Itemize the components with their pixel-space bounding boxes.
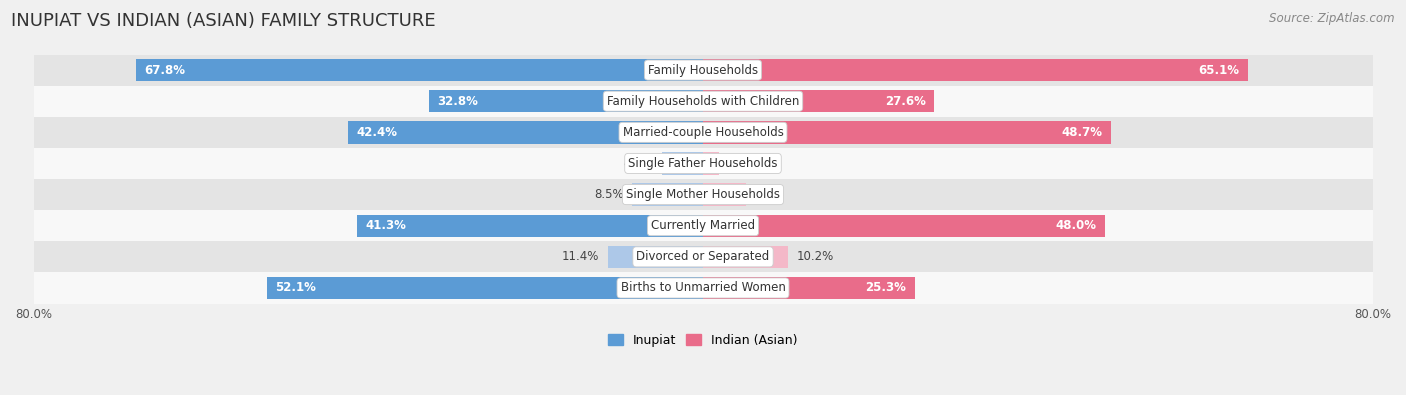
Bar bbox=[34, 241, 1372, 273]
Text: Source: ZipAtlas.com: Source: ZipAtlas.com bbox=[1270, 12, 1395, 25]
Bar bbox=[34, 210, 1372, 241]
Bar bbox=[34, 179, 1372, 210]
Text: 25.3%: 25.3% bbox=[866, 282, 907, 294]
Bar bbox=[703, 121, 1111, 143]
Bar bbox=[135, 59, 703, 81]
Text: Currently Married: Currently Married bbox=[651, 219, 755, 232]
Text: Single Mother Households: Single Mother Households bbox=[626, 188, 780, 201]
Bar bbox=[607, 246, 703, 268]
Text: INUPIAT VS INDIAN (ASIAN) FAMILY STRUCTURE: INUPIAT VS INDIAN (ASIAN) FAMILY STRUCTU… bbox=[11, 12, 436, 30]
Text: Births to Unmarried Women: Births to Unmarried Women bbox=[620, 282, 786, 294]
Text: Family Households with Children: Family Households with Children bbox=[607, 95, 799, 108]
Text: 11.4%: 11.4% bbox=[562, 250, 599, 263]
Text: 5.1%: 5.1% bbox=[754, 188, 783, 201]
Bar bbox=[703, 183, 745, 206]
Text: 67.8%: 67.8% bbox=[143, 64, 186, 77]
Text: 65.1%: 65.1% bbox=[1198, 64, 1240, 77]
Text: 4.9%: 4.9% bbox=[624, 157, 654, 170]
Bar bbox=[349, 121, 703, 143]
Legend: Inupiat, Indian (Asian): Inupiat, Indian (Asian) bbox=[603, 329, 803, 352]
Text: 1.9%: 1.9% bbox=[727, 157, 758, 170]
Bar bbox=[267, 277, 703, 299]
Bar bbox=[429, 90, 703, 113]
Text: 48.7%: 48.7% bbox=[1062, 126, 1102, 139]
Bar bbox=[703, 277, 915, 299]
Text: Single Father Households: Single Father Households bbox=[628, 157, 778, 170]
Bar bbox=[662, 152, 703, 175]
Bar bbox=[703, 246, 789, 268]
Text: 48.0%: 48.0% bbox=[1056, 219, 1097, 232]
Text: 42.4%: 42.4% bbox=[357, 126, 398, 139]
Bar bbox=[357, 214, 703, 237]
Bar bbox=[703, 59, 1247, 81]
Text: Family Households: Family Households bbox=[648, 64, 758, 77]
Bar bbox=[34, 273, 1372, 303]
Bar bbox=[703, 214, 1105, 237]
Bar bbox=[34, 117, 1372, 148]
Bar bbox=[703, 90, 934, 113]
Bar bbox=[703, 152, 718, 175]
Bar bbox=[34, 86, 1372, 117]
Text: Divorced or Separated: Divorced or Separated bbox=[637, 250, 769, 263]
Text: 41.3%: 41.3% bbox=[366, 219, 406, 232]
Bar bbox=[631, 183, 703, 206]
Text: 52.1%: 52.1% bbox=[276, 282, 316, 294]
Text: 27.6%: 27.6% bbox=[884, 95, 925, 108]
Text: 8.5%: 8.5% bbox=[593, 188, 623, 201]
Text: 32.8%: 32.8% bbox=[437, 95, 478, 108]
Bar bbox=[34, 55, 1372, 86]
Text: Married-couple Households: Married-couple Households bbox=[623, 126, 783, 139]
Bar bbox=[34, 148, 1372, 179]
Text: 10.2%: 10.2% bbox=[797, 250, 834, 263]
